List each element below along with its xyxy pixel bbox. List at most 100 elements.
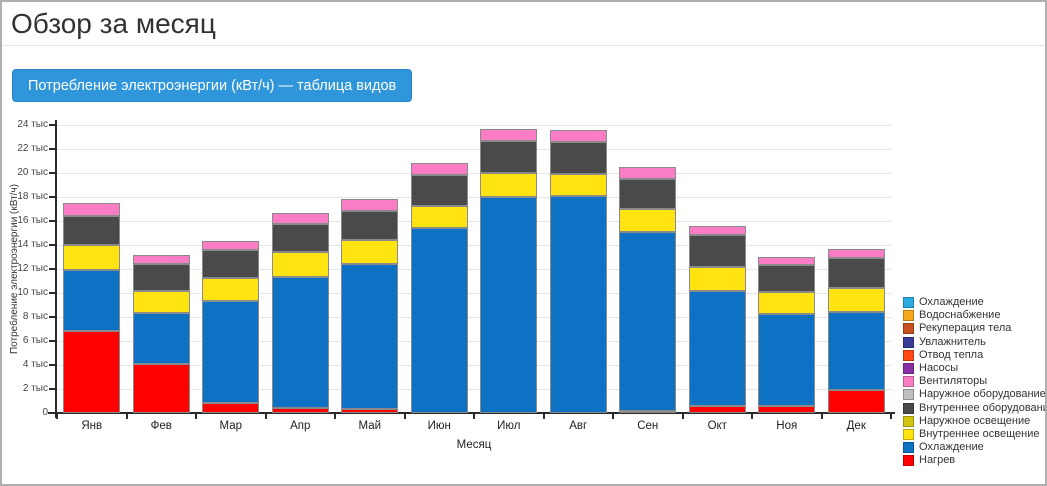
plot-area bbox=[57, 124, 891, 413]
bar-segment-Внутреннее оборудование bbox=[132, 264, 190, 291]
legend-item: Внутреннее оборудование bbox=[903, 402, 1045, 415]
bar-segment-Нагрев bbox=[758, 405, 816, 413]
bar-segment-Охлаждение bbox=[827, 312, 885, 391]
gridline bbox=[57, 268, 891, 270]
bar-segment-Нагрев bbox=[271, 408, 329, 413]
legend-item: Насосы bbox=[903, 362, 1045, 375]
legend-label: Нагрев bbox=[919, 454, 956, 467]
bar-segment-Внутреннее оборудование bbox=[619, 179, 677, 210]
legend-label: Внутреннее освещение bbox=[919, 427, 1040, 440]
x-tick-mark bbox=[890, 414, 892, 419]
legend-item: Наружное освещение bbox=[903, 415, 1045, 428]
y-tick-mark bbox=[49, 292, 55, 294]
gridline bbox=[57, 124, 891, 126]
x-tick-mark bbox=[56, 414, 58, 419]
legend-item: Увлажнитель bbox=[903, 336, 1045, 349]
legend-swatch bbox=[903, 297, 914, 309]
bar-segment-Внутреннее оборудование bbox=[827, 258, 885, 289]
x-axis-title: Месяц bbox=[456, 439, 492, 451]
y-axis-line bbox=[55, 120, 57, 418]
legend-label: Водоснабжение bbox=[919, 309, 1001, 322]
legend-item: Отвод тепла bbox=[903, 348, 1045, 362]
bar-segment-Охлаждение bbox=[341, 264, 399, 410]
legend: Охлаждение Водоснабжение Рекуперация тела У… bbox=[903, 296, 1046, 467]
bar-segment-Вентиляторы bbox=[410, 163, 468, 176]
x-tick-mark bbox=[473, 414, 475, 419]
legend-item: Вентиляторы bbox=[903, 375, 1045, 388]
x-tick-label: Окт bbox=[707, 420, 727, 432]
bar-segment-Внутреннее оборудование bbox=[202, 250, 260, 279]
y-tick-mark bbox=[49, 172, 55, 174]
gridline bbox=[57, 388, 891, 390]
bar-segment-Охлаждение bbox=[758, 314, 816, 406]
y-tick-mark bbox=[49, 316, 55, 318]
legend-swatch bbox=[903, 363, 914, 375]
bar-segment-Внутреннее оборудование bbox=[341, 211, 399, 241]
legend-label: Наружное оборудование bbox=[919, 388, 1046, 401]
legend-item: Охлаждение bbox=[903, 441, 1045, 454]
x-tick-label: Янв bbox=[81, 420, 103, 432]
legend-item: Водоснабжение bbox=[903, 309, 1045, 322]
legend-item: Нагрев bbox=[903, 454, 1045, 467]
legend-item: Наружное оборудование bbox=[903, 388, 1046, 401]
y-tick-mark bbox=[49, 268, 55, 270]
bar-Июн bbox=[410, 163, 468, 413]
gridline bbox=[57, 148, 891, 150]
bar-Дек bbox=[827, 248, 885, 413]
bar-segment-Охлаждение bbox=[619, 232, 677, 411]
bar-segment-Вентиляторы bbox=[63, 203, 121, 216]
legend-swatch bbox=[903, 415, 914, 427]
y-tick-label: 12 тыс bbox=[17, 263, 48, 274]
x-tick-label: Ноя bbox=[776, 420, 798, 432]
x-tick-mark bbox=[820, 414, 823, 419]
y-tick-mark bbox=[49, 244, 55, 246]
bar-segment-Вентиляторы bbox=[132, 254, 190, 265]
x-tick-mark bbox=[264, 414, 267, 419]
bar-Ноя bbox=[758, 257, 816, 413]
legend-label: Рекуперация тела bbox=[919, 322, 1012, 335]
legend-label: Отвод тепла bbox=[919, 348, 984, 361]
consumption-table-button[interactable]: Потребление электроэнергии (кВт/ч) — таб… bbox=[12, 69, 413, 102]
gridline bbox=[57, 292, 891, 294]
legend-swatch bbox=[903, 402, 914, 414]
x-tick-mark bbox=[334, 414, 336, 419]
gridline bbox=[57, 220, 891, 222]
gridline bbox=[57, 316, 891, 318]
y-tick-label: 24 тыс bbox=[17, 119, 48, 130]
bar-segment-Нагрев bbox=[688, 405, 746, 413]
legend-label: Охлаждение bbox=[919, 441, 984, 454]
y-tick-mark bbox=[49, 388, 55, 390]
x-tick-mark bbox=[542, 414, 545, 419]
bar-Фев bbox=[132, 254, 190, 413]
x-tick-mark bbox=[403, 414, 406, 419]
bar-segment-Внутреннее оборудование bbox=[271, 224, 329, 253]
legend-swatch bbox=[903, 428, 914, 440]
y-tick-label: 4 тыс bbox=[22, 359, 48, 370]
y-tick-mark bbox=[49, 148, 55, 150]
legend-swatch bbox=[903, 336, 914, 348]
bar-segment-Вентиляторы bbox=[271, 213, 329, 225]
bar-segment-Нагрев bbox=[132, 363, 190, 413]
legend-label: Вентиляторы bbox=[919, 375, 988, 388]
bar-segment-Внутреннее оборудование bbox=[63, 215, 121, 246]
x-tick-label: Июл bbox=[497, 420, 521, 432]
bar-segment-Нагрев bbox=[341, 409, 399, 413]
x-tick-label: Апр bbox=[290, 420, 311, 432]
gridline bbox=[57, 340, 891, 342]
bar-segment-Вентиляторы bbox=[827, 248, 885, 259]
bar-segment-Внутреннее освещение bbox=[410, 206, 468, 229]
x-tick-label: Мар bbox=[219, 420, 242, 432]
x-tick-mark bbox=[751, 414, 753, 419]
bar-segment-Вентиляторы bbox=[341, 199, 399, 212]
bar-segment-Вентиляторы bbox=[758, 257, 816, 265]
y-tick-mark bbox=[49, 220, 55, 222]
legend-item: Внутреннее освещение bbox=[903, 427, 1045, 441]
bar-segment-Внутреннее освещение bbox=[688, 267, 746, 291]
x-tick-mark bbox=[681, 414, 684, 419]
legend-swatch bbox=[903, 323, 914, 335]
bar-Июл bbox=[480, 128, 538, 413]
legend-label: Охлаждение bbox=[919, 296, 984, 309]
legend-item: Рекуперация тела bbox=[903, 322, 1045, 335]
